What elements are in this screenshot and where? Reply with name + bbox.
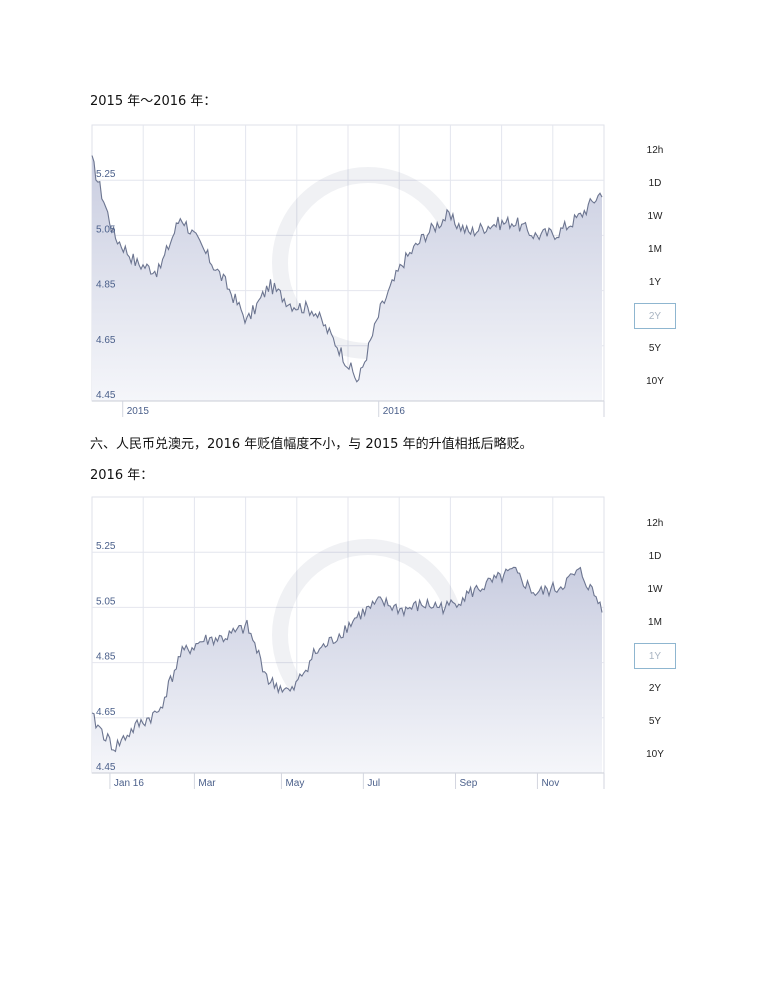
y-tick-label: 5.05 bbox=[96, 224, 116, 235]
range-button-1m[interactable]: 1M bbox=[648, 617, 662, 628]
chart-2016: 5.25 5.05 4.85 4.65 4.45 Jan 16 Mar May Jul Sep No… bbox=[91, 496, 605, 789]
series-line bbox=[91, 155, 603, 383]
x-tick-label: 2015 bbox=[127, 406, 150, 417]
series-area bbox=[92, 155, 602, 401]
x-tick-label: May bbox=[285, 778, 304, 789]
section1-caption: 2015 年～2016 年： bbox=[90, 94, 217, 109]
y-tick-label: 4.65 bbox=[96, 707, 116, 718]
range-button-2y[interactable]: 2Y bbox=[648, 683, 662, 694]
range-button-10y[interactable]: 10Y bbox=[646, 376, 664, 387]
x-tick-label: Jan 16 bbox=[114, 778, 144, 789]
range-button-5y[interactable]: 5Y bbox=[648, 716, 662, 727]
range-button-1d[interactable]: 1D bbox=[648, 178, 662, 189]
range-button-1y[interactable]: 1Y bbox=[634, 643, 676, 669]
chart-2015-2016: 5.25 5.05 4.85 4.65 4.45 2015 2016 bbox=[91, 124, 605, 417]
range-button-1w[interactable]: 1W bbox=[647, 584, 663, 595]
paragraph-text: 六、人民币兑澳元，2016 年贬值幅度不小，与 2015 年的升值相抵后略贬。 bbox=[90, 437, 533, 452]
y-tick-label: 5.05 bbox=[96, 596, 116, 607]
range-button-1y[interactable]: 1Y bbox=[648, 277, 662, 288]
x-tick-label: 2016 bbox=[383, 406, 406, 417]
range-button-10y[interactable]: 10Y bbox=[646, 749, 664, 760]
series-area bbox=[92, 567, 602, 773]
range-button-12h[interactable]: 12h bbox=[646, 145, 664, 156]
series-line bbox=[91, 566, 603, 753]
y-tick-label: 4.85 bbox=[96, 280, 116, 291]
x-tick-label: Jul bbox=[367, 778, 380, 789]
x-tick-label: Sep bbox=[460, 778, 478, 789]
y-tick-label: 5.25 bbox=[96, 169, 116, 180]
section2-caption: 2016 年： bbox=[90, 468, 154, 483]
range-button-1d[interactable]: 1D bbox=[648, 551, 662, 562]
y-tick-label: 5.25 bbox=[96, 541, 116, 552]
range-button-1m[interactable]: 1M bbox=[648, 244, 662, 255]
range-button-1w[interactable]: 1W bbox=[647, 211, 663, 222]
y-tick-label: 4.65 bbox=[96, 335, 116, 346]
range-button-5y[interactable]: 5Y bbox=[648, 343, 662, 354]
range-button-12h[interactable]: 12h bbox=[646, 518, 664, 529]
x-tick-label: Nov bbox=[541, 778, 559, 789]
y-tick-label: 4.85 bbox=[96, 652, 116, 663]
x-tick-label: Mar bbox=[198, 778, 216, 789]
range-button-2y[interactable]: 2Y bbox=[634, 303, 676, 329]
y-tick-label: 4.45 bbox=[96, 390, 116, 401]
y-tick-label: 4.45 bbox=[96, 762, 116, 773]
